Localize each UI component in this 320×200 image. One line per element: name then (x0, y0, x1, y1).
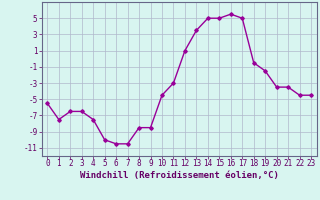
X-axis label: Windchill (Refroidissement éolien,°C): Windchill (Refroidissement éolien,°C) (80, 171, 279, 180)
